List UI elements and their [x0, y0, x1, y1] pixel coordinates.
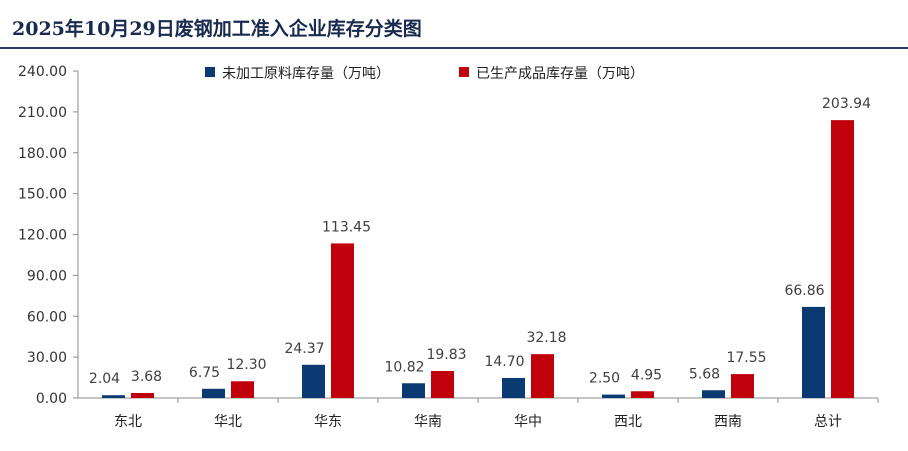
bar-finished-0: [131, 392, 154, 398]
bars: [102, 120, 854, 399]
bar-finished-3: [431, 370, 454, 398]
x-category-label: 东北: [114, 414, 142, 430]
data-label: 6.75: [189, 365, 220, 381]
x-category-label: 总计: [814, 414, 842, 430]
x-category-label: 华中: [514, 414, 542, 430]
y-tick-label: 60.00: [27, 309, 67, 325]
y-axis-ticks: 0.00 30.00 60.00 90.00 120.00 150.00 180.00 210…: [18, 64, 78, 407]
data-label: 14.70: [484, 354, 524, 370]
y-tick-label: 90.00: [27, 268, 67, 284]
data-label: 24.37: [284, 341, 324, 357]
bar-unprocessed-2: [302, 364, 325, 398]
legend: 未加工原料库存量（万吨） 已生产成品库存量（万吨）: [205, 66, 644, 82]
data-label: 17.55: [726, 350, 766, 366]
y-tick-label: 210.00: [18, 105, 67, 121]
bar-unprocessed-5: [602, 394, 625, 398]
x-category-label: 西北: [614, 414, 642, 430]
bar-unprocessed-0: [102, 395, 125, 398]
y-tick-label: 150.00: [18, 187, 67, 203]
x-category-label: 华北: [214, 414, 242, 430]
data-label: 4.95: [631, 367, 662, 383]
bar-finished-6: [731, 374, 754, 398]
bar-unprocessed-4: [502, 377, 525, 398]
data-label: 5.68: [689, 366, 720, 382]
data-label: 32.18: [526, 330, 566, 346]
data-label: 66.86: [784, 283, 824, 299]
legend-label: 已生产成品库存量（万吨）: [476, 66, 644, 82]
y-tick-label: 240.00: [18, 64, 67, 80]
legend-swatch: [459, 67, 469, 77]
chart-axes: [77, 71, 878, 399]
data-label: 203.94: [822, 96, 871, 112]
data-label: 3.68: [131, 369, 162, 385]
y-tick-label: 120.00: [18, 228, 67, 244]
bar-finished-1: [231, 381, 254, 398]
bar-unprocessed-6: [702, 390, 725, 398]
data-label: 10.82: [384, 359, 424, 375]
y-tick-label: 0.00: [36, 391, 67, 407]
bar-finished-4: [531, 354, 554, 398]
data-label: 2.50: [589, 371, 620, 387]
title-underline: [0, 47, 908, 49]
bar-unprocessed-3: [402, 383, 425, 398]
data-label: 113.45: [322, 219, 371, 235]
data-label: 19.83: [426, 347, 466, 363]
chart-title: 2025年10月29日废钢加工准入企业库存分类图: [12, 18, 422, 40]
data-label: 12.30: [226, 357, 266, 373]
y-tick-label: 180.00: [18, 146, 67, 162]
x-category-label: 华南: [414, 414, 442, 430]
data-label: 2.04: [89, 371, 120, 387]
x-category-label: 西南: [714, 414, 742, 430]
legend-swatch: [205, 67, 215, 77]
bar-finished-2: [331, 243, 354, 398]
bar-unprocessed-7: [802, 306, 825, 398]
x-axis-categories: 东北 华北 华东 华南 华中 西北 西南 总计: [114, 398, 879, 430]
legend-label: 未加工原料库存量（万吨）: [222, 66, 390, 82]
bar-unprocessed-1: [202, 388, 225, 398]
bar-finished-5: [631, 391, 654, 398]
bar-finished-7: [831, 120, 854, 399]
x-category-label: 华东: [314, 414, 342, 430]
y-tick-label: 30.00: [27, 350, 67, 366]
